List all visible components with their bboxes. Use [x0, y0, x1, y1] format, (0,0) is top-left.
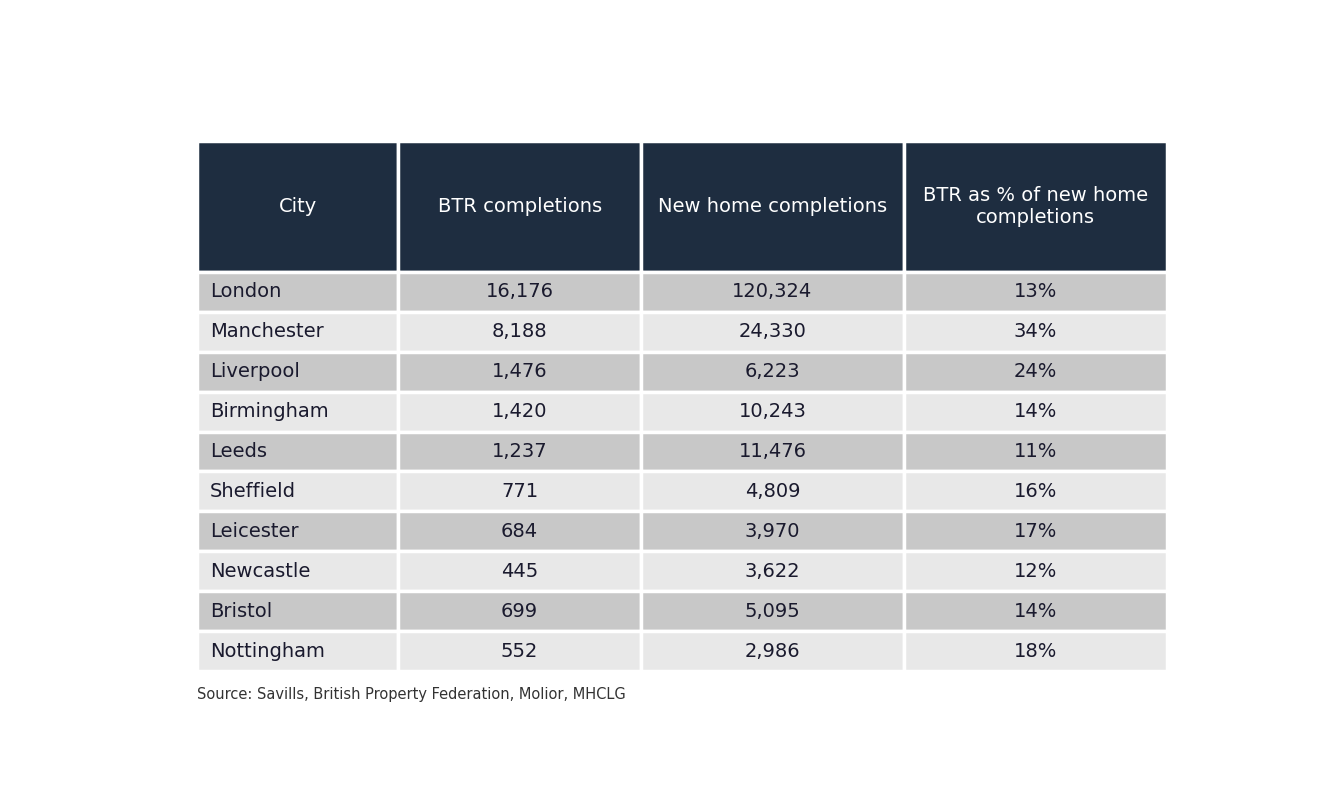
Text: 12%: 12%	[1014, 561, 1057, 581]
Bar	[398, 272, 642, 312]
Bar	[197, 552, 398, 591]
Bar	[398, 141, 642, 272]
Text: London: London	[210, 283, 281, 301]
Text: 1,420: 1,420	[492, 402, 547, 421]
Bar	[197, 352, 398, 391]
Text: 34%: 34%	[1014, 322, 1057, 341]
Text: Birmingham: Birmingham	[210, 402, 329, 421]
Text: 552: 552	[500, 642, 538, 660]
Text: Newcastle: Newcastle	[210, 561, 310, 581]
Text: Sheffield: Sheffield	[210, 482, 295, 501]
Bar	[197, 511, 398, 552]
Bar	[398, 511, 642, 552]
Text: 445: 445	[500, 561, 538, 581]
Bar	[398, 432, 642, 471]
Text: 2,986: 2,986	[744, 642, 800, 660]
Text: Nottingham: Nottingham	[210, 642, 325, 660]
Text: Leeds: Leeds	[210, 442, 266, 461]
Bar	[398, 471, 642, 511]
Text: 8,188: 8,188	[492, 322, 547, 341]
Text: Liverpool: Liverpool	[210, 362, 299, 382]
Text: 14%: 14%	[1014, 402, 1057, 421]
Bar	[197, 631, 398, 671]
Text: Source: Savills, British Property Federation, Molior, MHCLG: Source: Savills, British Property Federa…	[197, 687, 626, 702]
Text: 4,809: 4,809	[744, 482, 800, 501]
Text: 13%: 13%	[1014, 283, 1057, 301]
Bar	[398, 352, 642, 391]
Bar	[197, 471, 398, 511]
Text: 18%: 18%	[1014, 642, 1057, 660]
Bar	[642, 591, 904, 631]
Text: 684: 684	[500, 522, 538, 541]
Bar	[904, 352, 1167, 391]
Text: 10,243: 10,243	[739, 402, 807, 421]
Text: 1,237: 1,237	[492, 442, 547, 461]
Bar	[642, 141, 904, 272]
Text: City: City	[278, 197, 317, 215]
Bar	[197, 391, 398, 432]
Text: 3,970: 3,970	[744, 522, 800, 541]
Bar	[398, 631, 642, 671]
Text: New home completions: New home completions	[658, 197, 886, 215]
Bar	[197, 141, 398, 272]
Text: 14%: 14%	[1014, 602, 1057, 620]
Bar	[398, 391, 642, 432]
Bar	[642, 391, 904, 432]
Bar	[642, 432, 904, 471]
Text: 24,330: 24,330	[739, 322, 807, 341]
Text: 11%: 11%	[1014, 442, 1057, 461]
Text: 5,095: 5,095	[744, 602, 800, 620]
Bar	[197, 312, 398, 352]
Bar	[642, 272, 904, 312]
Bar	[197, 432, 398, 471]
Bar	[904, 552, 1167, 591]
Bar	[398, 552, 642, 591]
Text: 3,622: 3,622	[744, 561, 800, 581]
Text: 11,476: 11,476	[739, 442, 807, 461]
Bar	[904, 471, 1167, 511]
Bar	[904, 272, 1167, 312]
Text: 17%: 17%	[1014, 522, 1057, 541]
Bar	[398, 312, 642, 352]
Text: Bristol: Bristol	[210, 602, 272, 620]
Text: Leicester: Leicester	[210, 522, 298, 541]
Bar	[904, 511, 1167, 552]
Text: BTR as % of new home
completions: BTR as % of new home completions	[922, 185, 1149, 227]
Bar	[398, 591, 642, 631]
Bar	[904, 432, 1167, 471]
Text: 120,324: 120,324	[732, 283, 812, 301]
Bar	[904, 631, 1167, 671]
Bar	[642, 312, 904, 352]
Bar	[197, 272, 398, 312]
Bar	[197, 591, 398, 631]
Bar	[904, 312, 1167, 352]
Bar	[642, 511, 904, 552]
Bar	[642, 552, 904, 591]
Bar	[642, 471, 904, 511]
Bar	[904, 391, 1167, 432]
Text: BTR completions: BTR completions	[438, 197, 602, 215]
Text: Manchester: Manchester	[210, 322, 323, 341]
Bar	[642, 352, 904, 391]
Text: 24%: 24%	[1014, 362, 1057, 382]
Text: 771: 771	[500, 482, 538, 501]
Text: 1,476: 1,476	[492, 362, 547, 382]
Text: 16,176: 16,176	[486, 283, 554, 301]
Text: 16%: 16%	[1014, 482, 1057, 501]
Text: 699: 699	[500, 602, 538, 620]
Bar	[904, 141, 1167, 272]
Text: 6,223: 6,223	[744, 362, 800, 382]
Bar	[904, 591, 1167, 631]
Bar	[642, 631, 904, 671]
